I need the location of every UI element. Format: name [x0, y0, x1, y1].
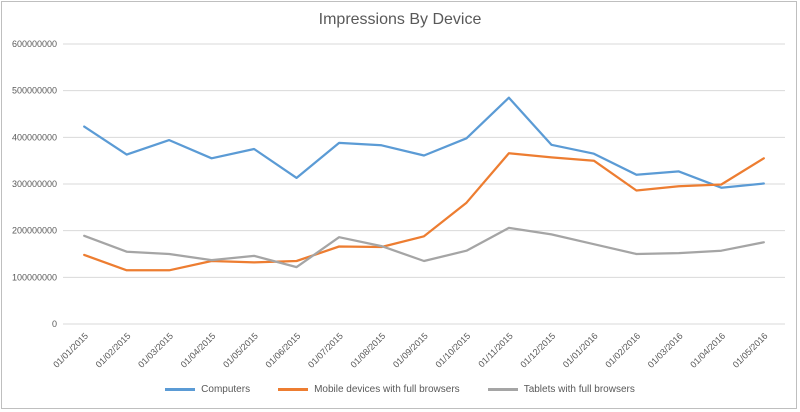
x-tick-label: 01/02/2015	[94, 331, 133, 370]
x-tick-label: 01/07/2015	[306, 331, 345, 370]
x-tick-label: 01/02/2016	[603, 331, 642, 370]
legend-label: Computers	[201, 384, 251, 395]
legend-label: Mobile devices with full browsers	[314, 384, 460, 395]
x-tick-label: 01/06/2015	[264, 331, 303, 370]
y-tick-label: 100000000	[12, 272, 57, 282]
x-tick-label: 01/04/2015	[179, 331, 218, 370]
x-tick-label: 01/05/2016	[731, 331, 770, 370]
y-tick-label: 600000000	[12, 39, 57, 49]
x-tick-label: 01/04/2016	[688, 331, 727, 370]
legend-item: Computers	[165, 384, 250, 395]
y-tick-label: 400000000	[12, 132, 57, 142]
x-tick-label: 01/11/2015	[476, 331, 514, 369]
x-tick-label: 01/09/2015	[391, 331, 430, 370]
chart-legend: Computers Mobile devices with full browse…	[0, 384, 800, 395]
legend-swatch	[487, 388, 518, 391]
x-tick-label: 01/03/2015	[136, 331, 175, 370]
legend-swatch	[165, 388, 196, 391]
y-tick-label: 0	[52, 319, 57, 329]
series-line	[83, 226, 765, 269]
x-tick-label: 01/10/2015	[433, 331, 472, 370]
x-tick-label: 01/05/2015	[221, 331, 260, 370]
legend-item: Tablets with full browsers	[487, 384, 635, 395]
y-tick-label: 300000000	[12, 179, 57, 189]
x-tick-label: 01/12/2015	[518, 331, 557, 370]
legend-label: Tablets with full browsers	[523, 384, 635, 395]
legend-item: Mobile devices with full browsers	[278, 384, 460, 395]
chart-title: Impressions By Device	[318, 11, 482, 28]
x-tick-label: 01/08/2015	[348, 331, 387, 370]
x-tick-label: 01/03/2016	[646, 331, 685, 370]
y-tick-label: 500000000	[12, 86, 57, 96]
x-tick-label: 01/01/2015	[51, 331, 90, 370]
legend-swatch	[278, 388, 309, 391]
x-tick-label: 01/01/2016	[561, 331, 600, 370]
series-line	[83, 96, 765, 189]
y-tick-label: 200000000	[12, 226, 57, 236]
